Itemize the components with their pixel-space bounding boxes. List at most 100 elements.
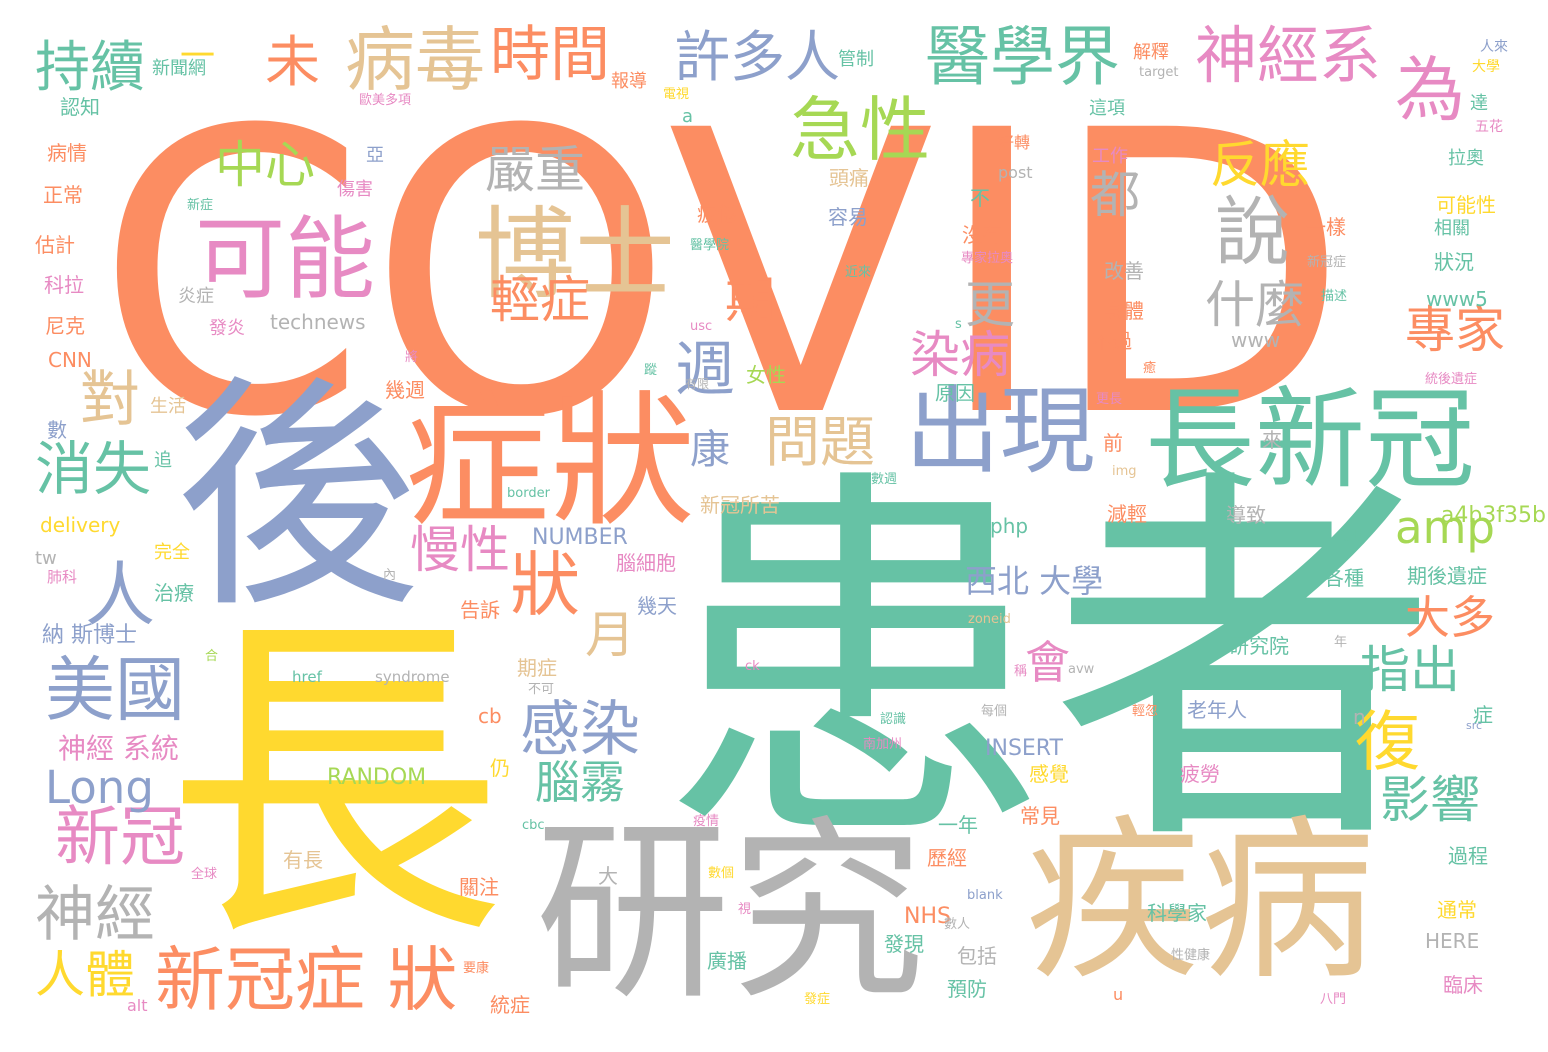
cloud-word: usc — [690, 319, 713, 334]
cloud-word: 亞 — [366, 145, 384, 166]
cloud-word: 來 — [1262, 428, 1282, 452]
cloud-word: 病情 — [47, 141, 87, 165]
cloud-word: 後 — [175, 355, 420, 640]
cloud-word: 性健康 — [1171, 948, 1211, 963]
cloud-word: 人 — [85, 554, 155, 636]
cloud-word: technews — [270, 310, 366, 334]
cloud-word: 不過 — [1092, 329, 1132, 353]
cloud-word: 長新冠 — [1145, 376, 1475, 504]
cloud-word: 疾病 — [1025, 801, 1375, 1004]
cloud-word: CNN — [48, 348, 92, 372]
cloud-word: 持續 — [35, 35, 146, 99]
cloud-word: amp — [1395, 501, 1495, 554]
cloud-word: 容易 — [828, 205, 868, 229]
cloud-word: 新冠 — [55, 800, 186, 875]
cloud-word: 消失 — [35, 435, 152, 503]
cloud-word: 數人 — [944, 917, 971, 932]
cloud-word: 老年人 — [1187, 698, 1247, 722]
cloud-word: 好轉 — [998, 133, 1031, 152]
cloud-word: syndrome — [375, 668, 450, 686]
cloud-word: 西北 大學 — [965, 562, 1104, 600]
cloud-word: s — [955, 317, 962, 332]
cloud-word: n — [1353, 705, 1366, 729]
cloud-word: 新症 — [187, 198, 214, 213]
cloud-word: 正常 — [43, 183, 83, 207]
cloud-word: 患者 — [660, 438, 1440, 892]
cloud-word: img — [1112, 464, 1137, 479]
cloud-word: 神經系 — [1195, 19, 1382, 92]
cloud-word: 年 — [1334, 635, 1348, 650]
cloud-word: 癒 — [1143, 361, 1157, 376]
cloud-word: 估計 — [35, 233, 75, 257]
cloud-word: 納 斯博士 — [42, 623, 137, 648]
cloud-word: 通常 — [1437, 898, 1477, 922]
cloud-word: 醫學界 — [925, 20, 1121, 95]
cloud-word: 感覺 — [1029, 762, 1069, 786]
cloud-word: 指出 — [1360, 641, 1460, 699]
cloud-word: NUMBER — [532, 525, 628, 550]
cloud-word: cbc — [522, 818, 545, 833]
cloud-word: 報導 — [611, 71, 647, 92]
cloud-word: 合 — [205, 649, 219, 664]
cloud-word: u — [1113, 985, 1124, 1004]
cloud-word: 完全 — [154, 542, 190, 563]
cloud-word: 未 — [265, 30, 321, 94]
cloud-word: 許多人 — [675, 25, 841, 89]
cloud-word: 期症 — [517, 656, 557, 680]
cloud-word: 慢性 — [410, 521, 510, 579]
cloud-word: 期後遺症 — [1407, 564, 1487, 588]
cloud-word: 症狀 — [405, 378, 695, 547]
cloud-word: 不 — [970, 186, 990, 210]
cloud-word: 發症 — [804, 992, 831, 1007]
cloud-word: src — [1466, 719, 1483, 732]
cloud-word: 染病 — [910, 326, 1010, 384]
cloud-word: a — [682, 106, 694, 127]
cloud-word: border — [507, 486, 550, 501]
cloud-word: zoneid — [968, 612, 1011, 627]
cloud-word: 統後遺症 — [1425, 372, 1478, 387]
cloud-word: 視 — [738, 902, 752, 917]
cloud-word: 蹤 — [644, 363, 658, 378]
cloud-word: cb — [478, 704, 502, 728]
cloud-word: 廣播 — [707, 949, 747, 973]
cloud-word: 統症 — [490, 993, 530, 1017]
cloud-word: 嚴重 — [485, 141, 585, 199]
cloud-word: Long — [45, 761, 154, 814]
cloud-word: HERE — [1425, 929, 1480, 953]
cloud-word: 治療 — [154, 581, 194, 605]
cloud-word: 專家 — [1405, 301, 1505, 359]
cloud-word: 幾天 — [637, 594, 677, 618]
cloud-word: 達 — [1470, 93, 1488, 114]
cloud-word: 研究 — [535, 799, 925, 1026]
cloud-word: INSERT — [985, 736, 1063, 761]
cloud-word: 傷害 — [337, 179, 373, 200]
cloud-word: 頭痛 — [829, 166, 869, 190]
cloud-word: 電視 — [663, 87, 690, 102]
cloud-word: 原因 — [935, 381, 975, 405]
cloud-word: 一 — [180, 37, 216, 77]
cloud-word: 問題 — [765, 410, 876, 474]
cloud-word: 八門 — [1320, 992, 1347, 1007]
cloud-word: 有限 — [685, 377, 710, 391]
cloud-word: 管制 — [838, 49, 874, 70]
cloud-word: php — [990, 514, 1029, 538]
cloud-word: 減輕 — [1107, 502, 1147, 526]
cloud-word: 狀況 — [1434, 250, 1474, 274]
cloud-word: tw — [35, 548, 57, 569]
cloud-word: 幾週 — [385, 378, 425, 402]
cloud-word: 前 — [1103, 431, 1123, 455]
cloud-word: 新冠症 狀 — [155, 939, 458, 1021]
cloud-word: 人來 — [1480, 39, 1508, 55]
cloud-word: 過程 — [1448, 844, 1488, 868]
cloud-word: 長 — [165, 587, 505, 983]
cloud-word: 仍 — [490, 756, 510, 780]
cloud-word: 臨床 — [1443, 973, 1483, 997]
cloud-word: 生活 — [150, 396, 186, 417]
cloud-word: 數個 — [708, 866, 735, 881]
cloud-word: 肺科 — [47, 568, 78, 586]
cloud-word: 疫情 — [693, 814, 720, 829]
cloud-word: blank — [967, 888, 1003, 903]
cloud-word: href — [292, 668, 322, 686]
cloud-word: 感染 — [520, 695, 640, 765]
cloud-word: 內 — [383, 568, 397, 583]
